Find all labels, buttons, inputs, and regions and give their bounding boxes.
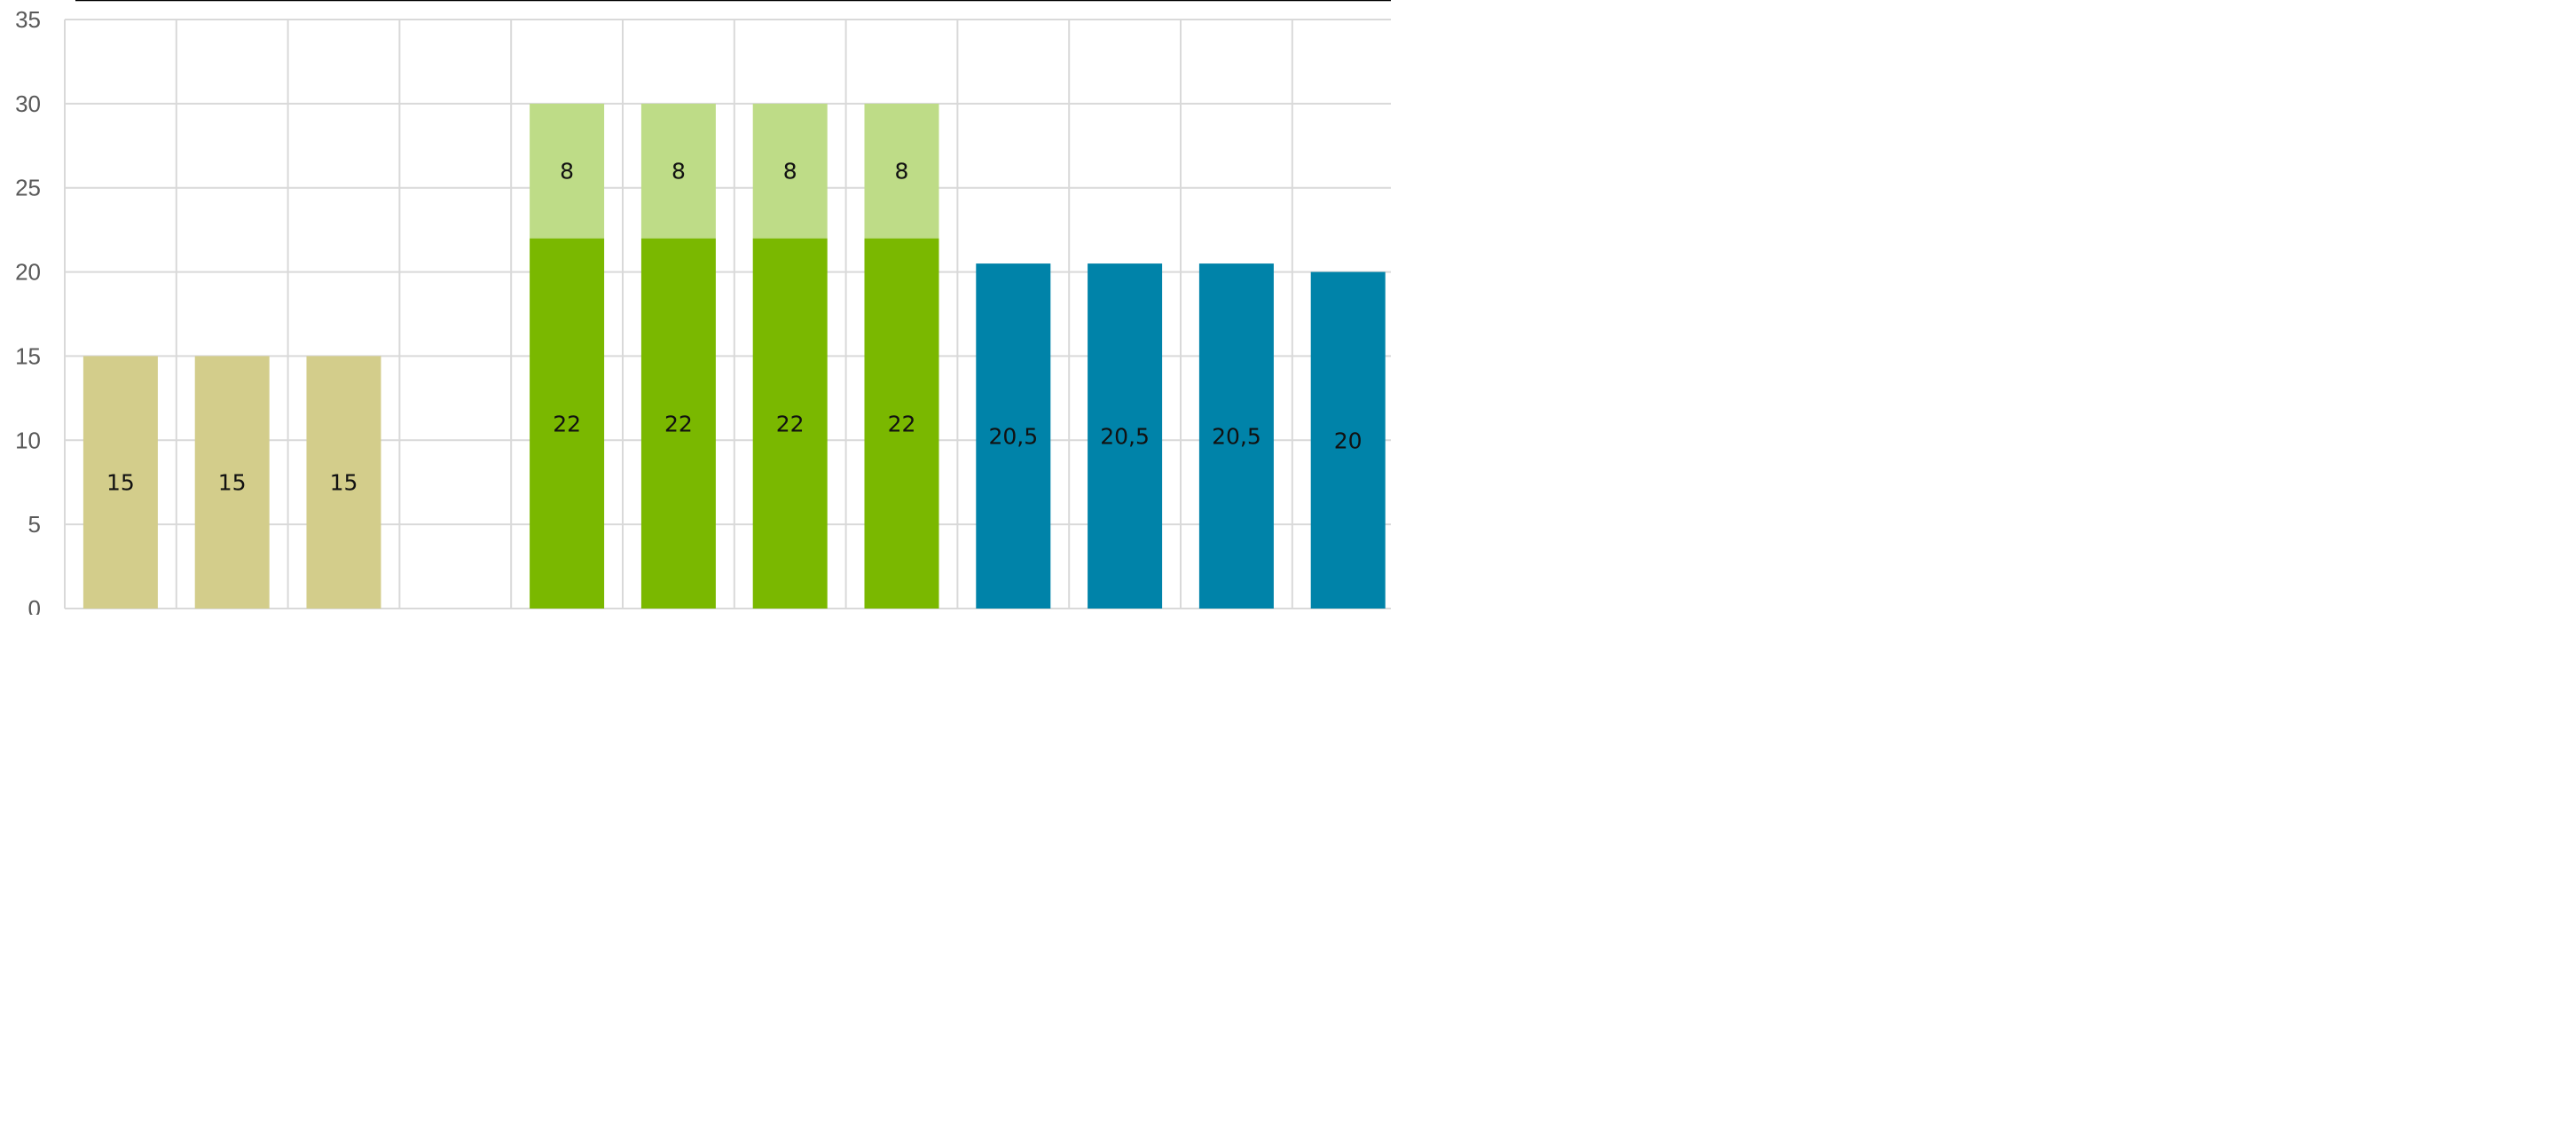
y-tick-label-20: 20 — [15, 259, 41, 286]
data-label-2-1: 15 — [218, 470, 247, 496]
y-tick-label-15: 15 — [15, 342, 41, 369]
bar-3-segment-1 — [306, 356, 381, 609]
grid-layer — [64, 0, 1391, 609]
bar-9-segment-1 — [976, 263, 1051, 609]
data-label-10-1: 20,5 — [1100, 424, 1150, 450]
bar-1-segment-1 — [82, 356, 158, 609]
data-label-8-1: 22 — [888, 411, 916, 436]
bar-2-segment-1 — [194, 356, 270, 609]
data-label-1-1: 15 — [106, 470, 135, 496]
y-tick-label-5: 5 — [28, 511, 41, 538]
bar-10-segment-1 — [1088, 263, 1163, 609]
data-label-6-1: 22 — [664, 411, 693, 436]
data-label-7-1: 22 — [776, 411, 805, 436]
data-label-6-2: 8 — [671, 159, 686, 185]
data-label-12-1: 20 — [1334, 428, 1363, 453]
bar-6-segment-2 — [640, 103, 716, 239]
bar-8-segment-2 — [864, 103, 939, 239]
y-tick-label-35: 35 — [15, 6, 41, 33]
data-labels-layer: 15 15 15 22 8 22 8 22 8 22 8 20,5 20,5 20,5 20 — [106, 159, 1363, 496]
bar-6-segment-1 — [640, 238, 716, 609]
bar-7-segment-1 — [752, 238, 828, 609]
bar-12-segment-1 — [1310, 271, 1386, 609]
bar-7-segment-2 — [752, 103, 828, 239]
stacked-bar-chart: 15 15 15 22 8 22 8 22 8 22 8 20,5 20,5 20,5 20 0 5 10 15 2… — [15, 0, 1391, 615]
data-label-5-2: 8 — [560, 159, 574, 185]
bar-5-segment-1 — [530, 238, 605, 609]
y-tick-label-25: 25 — [15, 175, 41, 201]
y-tick-label-0: 0 — [28, 595, 41, 615]
data-label-3-1: 15 — [330, 470, 358, 496]
bar-8-segment-1 — [864, 238, 939, 609]
bar-5-segment-2 — [530, 103, 605, 239]
data-label-5-1: 22 — [553, 411, 581, 436]
data-label-9-1: 20,5 — [988, 424, 1038, 450]
data-label-8-2: 8 — [895, 159, 909, 185]
bar-11-segment-1 — [1198, 263, 1274, 609]
data-label-11-1: 20,5 — [1212, 424, 1261, 450]
data-label-7-2: 8 — [783, 159, 797, 185]
y-tick-label-10: 10 — [15, 427, 41, 453]
bars-layer — [82, 103, 1386, 609]
chart-container: 15 15 15 22 8 22 8 22 8 22 8 20,5 20,5 20,5 20 0 5 10 15 2… — [0, 0, 1391, 615]
y-axis: 0 5 10 15 20 25 30 35 — [15, 6, 41, 615]
y-tick-label-30: 30 — [15, 90, 41, 117]
